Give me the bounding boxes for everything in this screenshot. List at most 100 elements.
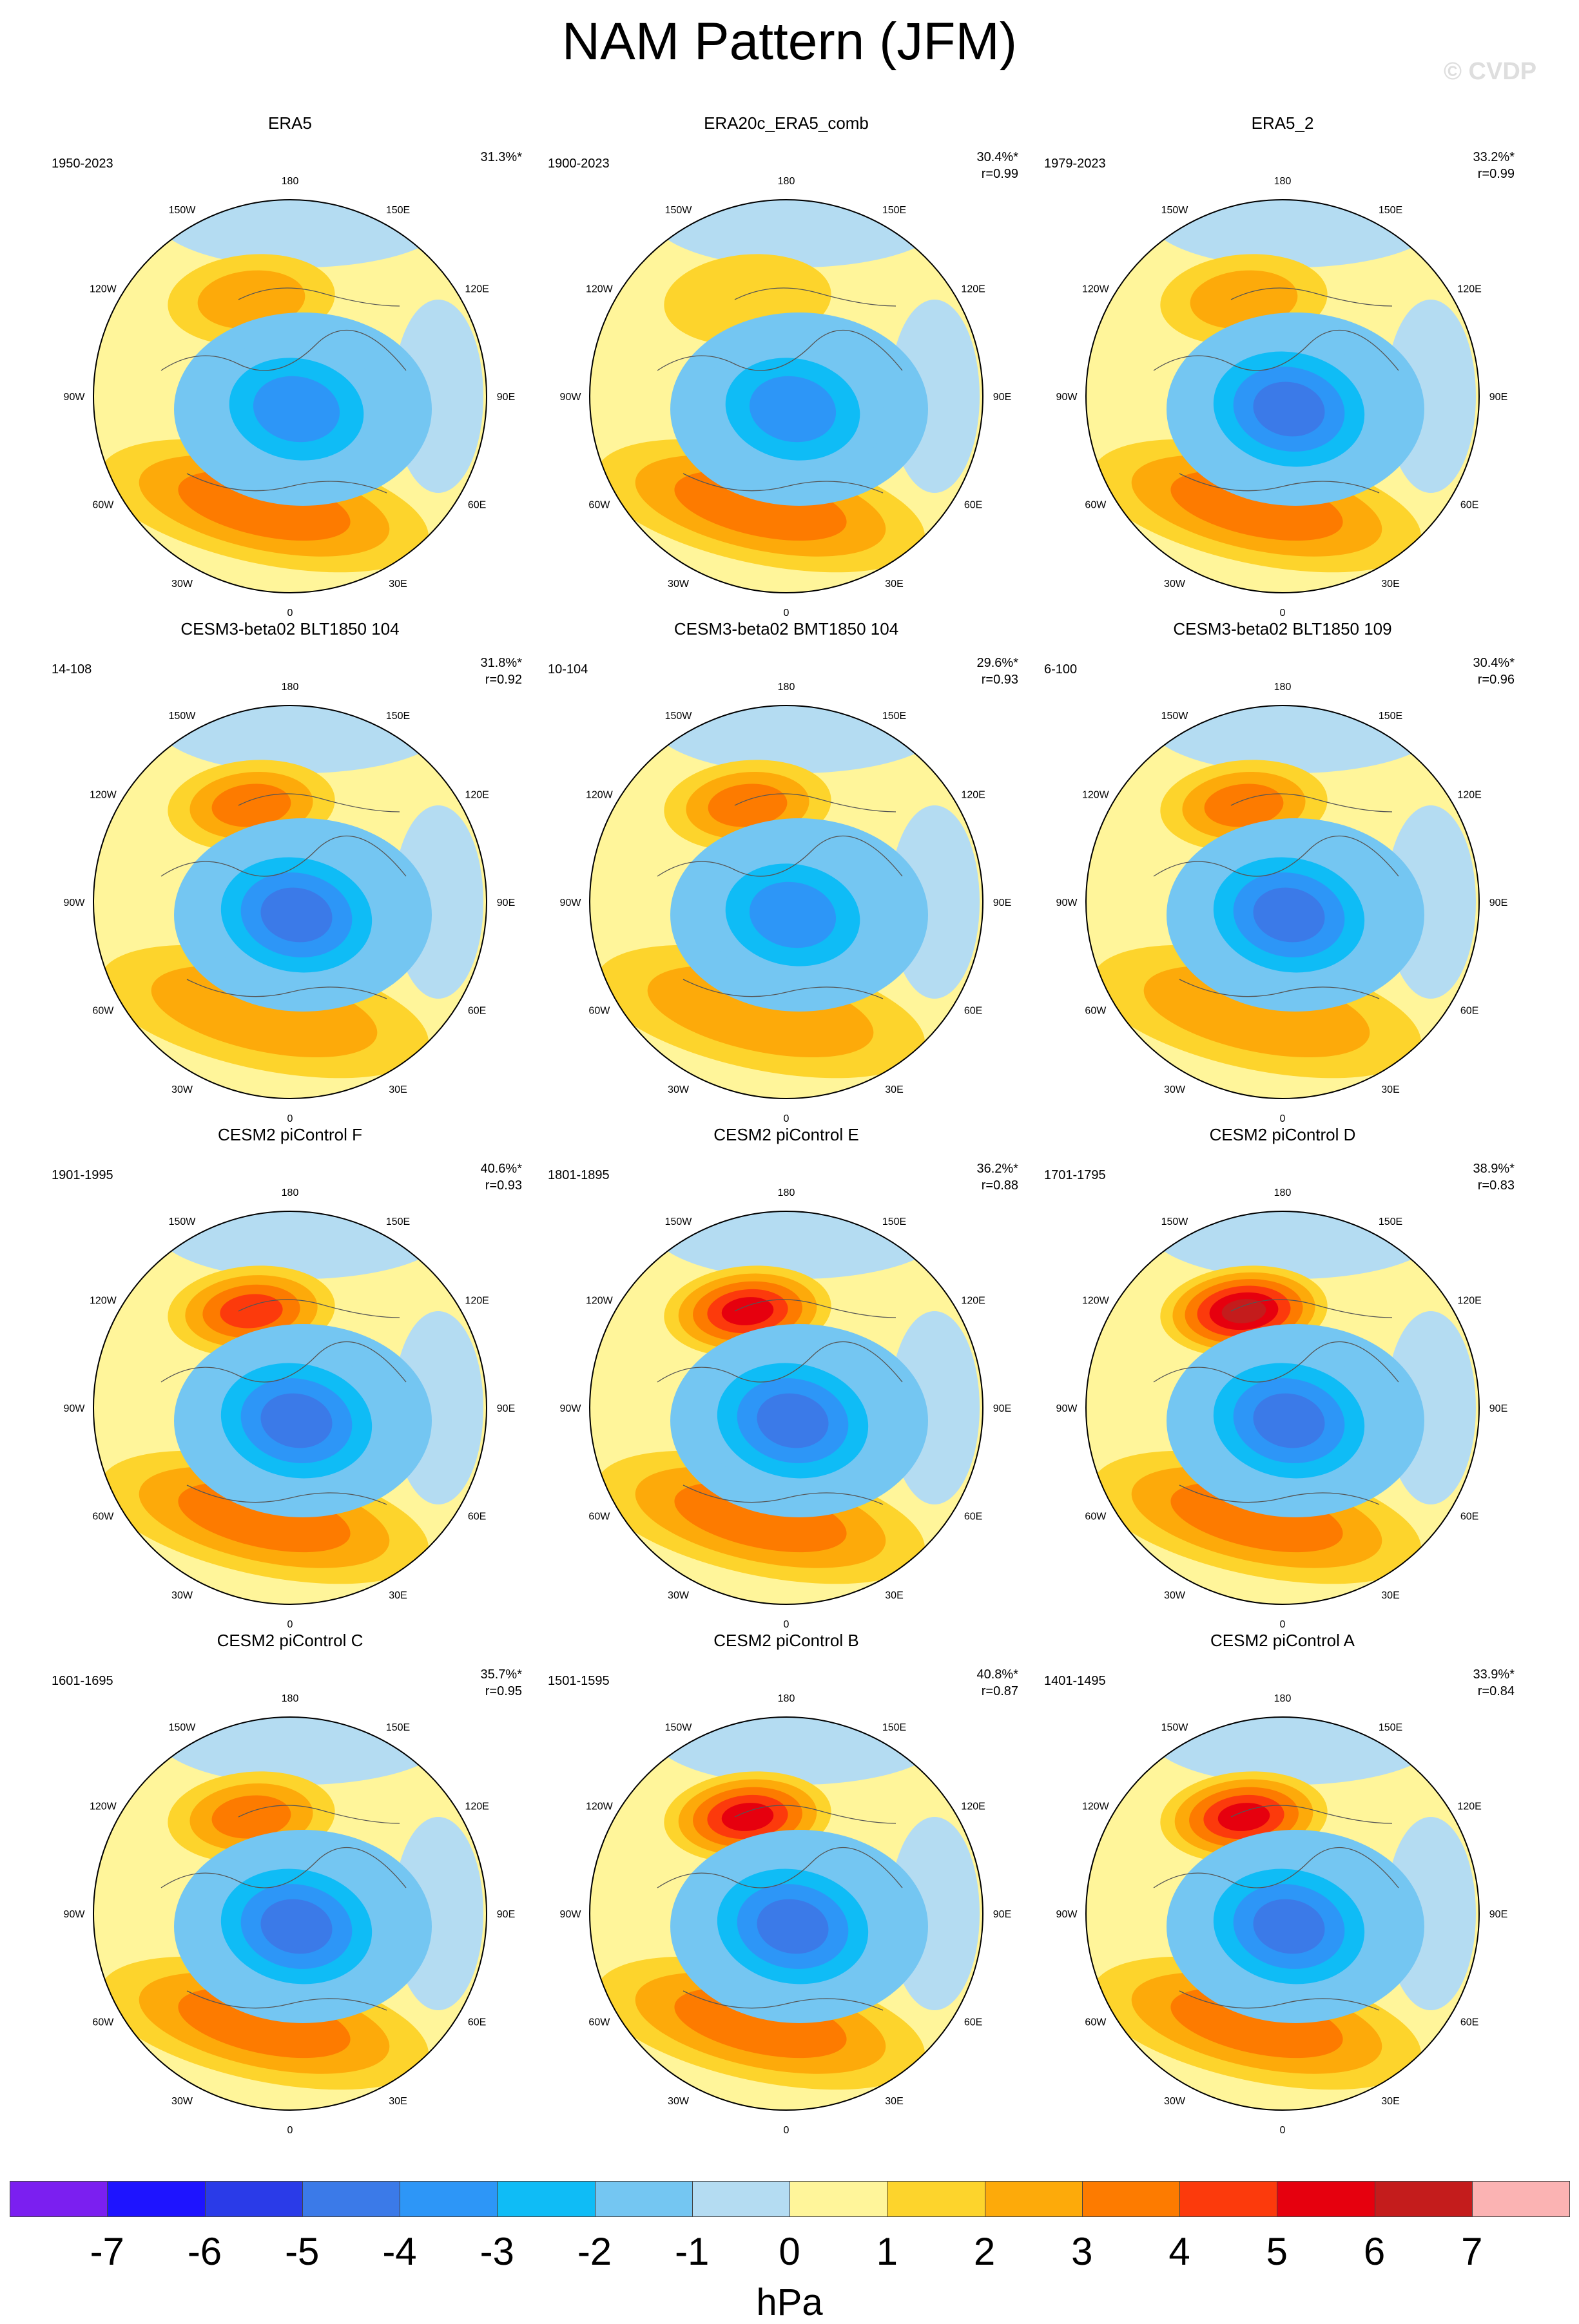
- pacific-low-edge: [651, 1211, 947, 1279]
- panel-variance: 31.3%*: [480, 150, 523, 164]
- longitude-label: 30E: [389, 1590, 407, 1601]
- contour-field: [1086, 200, 1479, 593]
- longitude-label: 150E: [882, 205, 906, 216]
- colorbar-swatch: [594, 2181, 693, 2217]
- longitude-label: 120W: [586, 284, 614, 295]
- colorbar-swatch: [692, 2181, 790, 2217]
- longitude-label: 150E: [386, 1722, 410, 1733]
- longitude-label: 30E: [885, 1590, 903, 1601]
- panel-title: CESM3-beta02 BMT1850 104: [673, 619, 899, 639]
- panel-variance: 33.9%*: [1473, 1667, 1515, 1682]
- pacific-low-edge: [651, 706, 947, 773]
- longitude-label: 180: [282, 1693, 299, 1704]
- longitude-label: 60E: [964, 2017, 982, 2028]
- map-border: [589, 1716, 983, 2111]
- longitude-label: 90E: [497, 1403, 515, 1414]
- contour-field: [93, 706, 487, 1099]
- longitude-label: 0: [784, 1113, 790, 1124]
- panel-correlation: r=0.92: [485, 673, 522, 687]
- panel-title: CESM2 piControl D: [1209, 1125, 1356, 1144]
- colorbar-tick-label: -6: [187, 2230, 222, 2273]
- longitude-label: 150E: [882, 711, 906, 722]
- longitude-label: 90W: [560, 1403, 582, 1414]
- longitude-label: 30W: [171, 1084, 193, 1095]
- longitude-label: 30W: [1164, 1590, 1186, 1601]
- longitude-label: 30W: [668, 579, 690, 590]
- coastlines: [1153, 287, 1399, 494]
- longitude-label: 90E: [993, 1909, 1011, 1920]
- panel-variance: 40.8%*: [976, 1667, 1019, 1682]
- polar-map: 180 150E 120E 90E 60E 30E 0 30W 60W 90W 120W 150W: [1056, 1693, 1508, 2136]
- longitude-label: 30W: [1164, 1084, 1186, 1095]
- longitude-label: 120E: [465, 1801, 489, 1812]
- panel-period: 1701-1795: [1044, 1168, 1106, 1182]
- coastlines: [657, 1299, 903, 1505]
- longitude-label: 150E: [882, 1216, 906, 1227]
- longitude-label: 120E: [1457, 1296, 1481, 1307]
- coastlines: [160, 287, 407, 494]
- longitude-label: 180: [778, 1187, 795, 1198]
- coastlines: [160, 1805, 407, 2011]
- longitude-label: 30W: [1164, 2096, 1186, 2107]
- longitude-label: 120W: [586, 1296, 614, 1307]
- pacific-low-edge: [1147, 200, 1444, 267]
- longitude-label: 150W: [665, 205, 693, 216]
- longitude-label: 90W: [64, 392, 86, 403]
- colorbar-swatch: [887, 2181, 985, 2217]
- map-panel: 180 150E 120E 90E 60E 30E 0 30W 60W 90W 120W 150W CE…: [52, 1630, 528, 2139]
- longitude-label: 180: [282, 682, 299, 693]
- longitude-label: 90E: [1489, 898, 1507, 908]
- longitude-label: 120W: [90, 790, 117, 801]
- longitude-label: 120W: [586, 790, 614, 801]
- panel-title: ERA5: [268, 113, 312, 133]
- longitude-label: 120E: [961, 1296, 985, 1307]
- panel-title: CESM2 piControl C: [217, 1631, 363, 1650]
- colorbar-swatch: [107, 2181, 206, 2217]
- panel-correlation: r=0.93: [981, 673, 1018, 687]
- panel-period: 1900-2023: [548, 157, 610, 171]
- longitude-label: 90E: [1489, 1909, 1507, 1920]
- longitude-label: 180: [778, 176, 795, 187]
- longitude-label: 150W: [665, 711, 693, 722]
- panel-period: 10-104: [548, 662, 588, 677]
- panel-title: CESM2 piControl F: [218, 1125, 362, 1144]
- longitude-label: 150E: [1379, 711, 1402, 722]
- longitude-label: 0: [287, 2125, 293, 2136]
- panel-period: 6-100: [1044, 662, 1078, 677]
- colorbar-swatch: [10, 2181, 108, 2217]
- longitude-label: 60E: [1460, 500, 1478, 511]
- colorbar-swatch: [1374, 2181, 1473, 2217]
- longitude-label: 0: [287, 1619, 293, 1630]
- arctic-low: [260, 887, 333, 943]
- longitude-label: 60W: [92, 2017, 114, 2028]
- longitude-label: 60E: [1460, 1006, 1478, 1017]
- longitude-label: 150W: [665, 1216, 693, 1227]
- colorbar-swatch: [984, 2181, 1083, 2217]
- map-border: [1085, 1716, 1480, 2111]
- colorbar-units: hPa: [756, 2281, 823, 2323]
- longitude-label: 0: [1280, 1619, 1286, 1630]
- longitude-label: 90W: [1056, 898, 1078, 908]
- arctic-low: [1253, 1393, 1325, 1448]
- panel-period: 1801-1895: [548, 1168, 610, 1182]
- map-panel: 180 150E 120E 90E 60E 30E 0 30W 60W 90W 120W 150W ER…: [52, 113, 528, 622]
- longitude-label: 30E: [1381, 579, 1399, 590]
- colorbar-tick-label: -7: [90, 2230, 124, 2273]
- map-panel: 180 150E 120E 90E 60E 30E 0 30W 60W 90W 120W 150W ER…: [1044, 113, 1521, 622]
- panel-title: CESM2 piControl A: [1210, 1631, 1355, 1650]
- longitude-label: 90W: [64, 1403, 86, 1414]
- longitude-label: 150E: [386, 1216, 410, 1227]
- polar-map: 180 150E 120E 90E 60E 30E 0 30W 60W 90W 120W 150W: [1056, 176, 1508, 619]
- longitude-label: 120E: [465, 284, 489, 295]
- longitude-label: 120E: [961, 284, 985, 295]
- contour-field: [590, 706, 983, 1099]
- longitude-label: 180: [1274, 1693, 1292, 1704]
- longitude-label: 120W: [90, 1296, 117, 1307]
- longitude-label: 30E: [389, 2096, 407, 2107]
- panel-period: 14-108: [52, 662, 92, 677]
- map-panel: 180 150E 120E 90E 60E 30E 0 30W 60W 90W 120W 150W CE…: [52, 619, 528, 1128]
- panel-title: CESM2 piControl B: [713, 1631, 859, 1650]
- polar-map: 180 150E 120E 90E 60E 30E 0 30W 60W 90W 120W 150W: [64, 682, 516, 1124]
- map-border: [1085, 705, 1480, 1099]
- longitude-label: 60W: [1085, 1512, 1107, 1522]
